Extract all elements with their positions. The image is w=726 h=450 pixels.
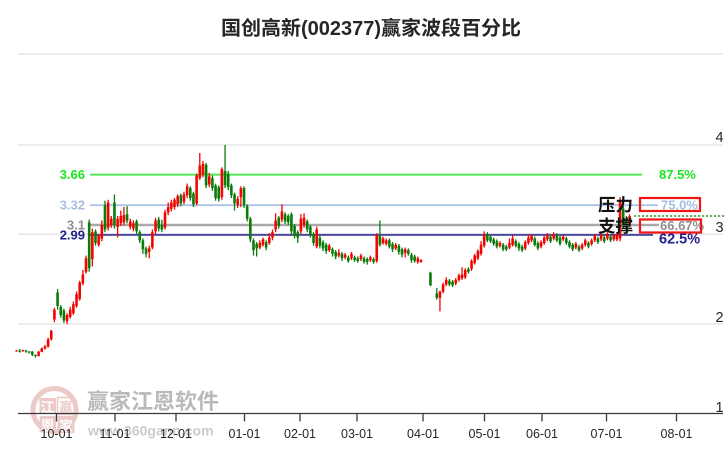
svg-text:4: 4: [715, 130, 723, 146]
svg-text:(002377): (002377): [301, 18, 381, 40]
svg-text:11-01: 11-01: [99, 427, 130, 441]
svg-text:75.0%: 75.0%: [661, 198, 698, 213]
svg-text:06-01: 06-01: [526, 427, 558, 441]
svg-text:08-01: 08-01: [661, 427, 693, 441]
svg-text:01-01: 01-01: [229, 427, 261, 441]
svg-text:10-01: 10-01: [41, 427, 73, 441]
svg-text:04-01: 04-01: [407, 427, 439, 441]
svg-text:3.1: 3.1: [67, 218, 85, 233]
svg-text:62.5%: 62.5%: [659, 232, 700, 248]
svg-text:02-01: 02-01: [284, 427, 316, 441]
svg-text:12-01: 12-01: [160, 427, 192, 441]
svg-text:3.66: 3.66: [60, 167, 85, 182]
svg-text:07-01: 07-01: [591, 427, 623, 441]
svg-text:66.67%: 66.67%: [660, 218, 705, 233]
svg-text:2.99: 2.99: [60, 227, 85, 242]
svg-text:87.5%: 87.5%: [659, 167, 696, 182]
svg-text:2: 2: [715, 310, 723, 326]
svg-text:05-01: 05-01: [469, 427, 501, 441]
svg-text:03-01: 03-01: [341, 427, 373, 441]
svg-text:www.360gann.com: www.360gann.com: [87, 423, 214, 439]
svg-text:3: 3: [715, 220, 723, 236]
svg-text:3.32: 3.32: [60, 198, 85, 213]
svg-text:1: 1: [715, 400, 723, 416]
